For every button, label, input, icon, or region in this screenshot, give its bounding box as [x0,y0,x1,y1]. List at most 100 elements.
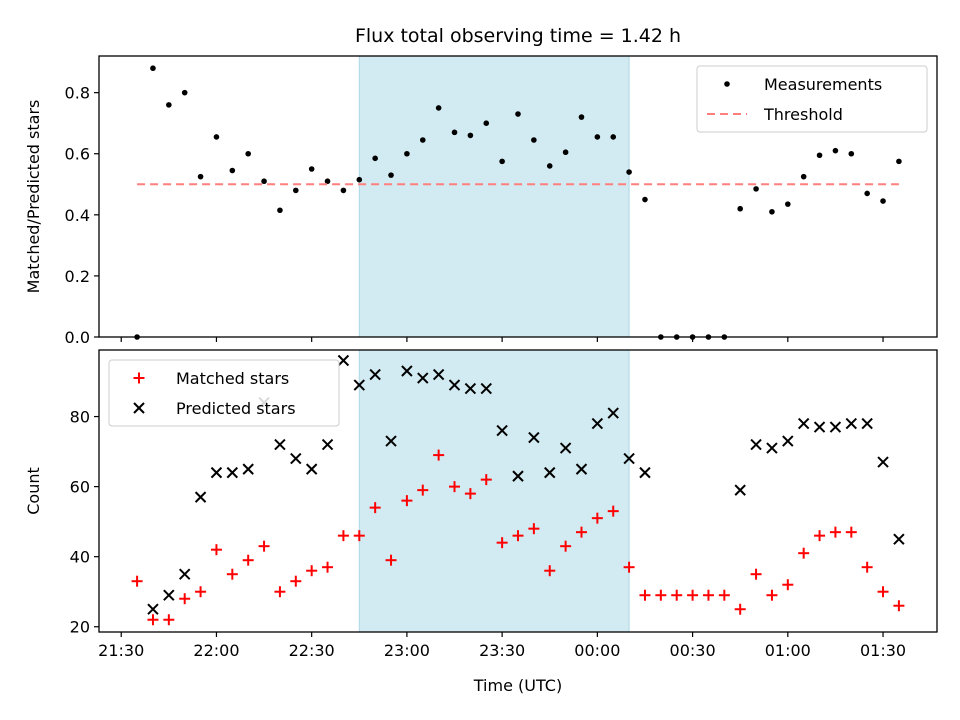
top-measurements-point [642,196,648,203]
top-measurements-point [245,150,251,157]
top-measurements-point [435,105,442,111]
x-tick-label: 00:30 [670,641,716,660]
top-measurements-point [308,166,315,172]
bottom-shaded-interval [358,349,630,633]
bottom-predicted-stars-point [321,438,334,451]
bottom-matched-stars-point [702,589,714,601]
top-y-tick-label: 0.4 [65,206,90,225]
bottom-matched-stars-point [496,537,508,549]
x-tick-label: 22:30 [289,641,335,660]
bottom-predicted-stars-point-b [559,442,572,454]
bottom-predicted-stars-point [512,470,524,482]
top-measurements-point [483,120,490,126]
bottom-predicted-stars-point [893,533,905,545]
bottom-predicted-stars-point [639,466,651,479]
bottom-matched-stars-point [734,603,746,615]
top-measurements-point [372,155,378,162]
top-y-tick-label: 0.6 [65,145,90,164]
bottom-predicted-stars-point [432,368,445,381]
bottom-predicted-stars-point-b [782,435,794,447]
bottom-panel: 20 40 60 80 21:30 22:00 22:30 23:00 23:30 00:00 00… [24,349,938,660]
bottom-predicted-stars-point [480,382,492,395]
top-measurements-point [356,176,363,183]
top-y-tick-label: 0.0 [65,328,90,347]
bottom-matched-stars-point [464,488,476,500]
top-legend-box [696,65,928,133]
bottom-axes-frame [98,349,938,633]
bottom-matched-stars-point [544,565,556,577]
top-measurements-point [197,173,204,180]
top-shaded-interval [358,55,630,338]
top-measurements-point [578,114,585,120]
bottom-predicted-stars-point [385,435,397,447]
bottom-predicted-stars-point [782,435,794,447]
bottom-y-tick-label: 20 [70,618,90,637]
bottom-y-axis-label: Count [24,467,43,515]
bottom-predicted-stars-point [401,365,413,377]
bottom-matched-stars-point [655,589,667,601]
x-tick-label: 23:30 [479,641,525,660]
top-measurements-point [388,172,394,178]
bottom-predicted-stars-point [813,421,826,433]
bottom-predicted-stars-point-b [147,603,159,615]
bottom-predicted-stars-point-b [163,589,175,601]
bottom-predicted-stars-point [845,417,858,430]
bottom-matched-stars-point [163,614,175,626]
bottom-predicted-stars-point [861,417,873,430]
top-legend-measurements-label: Measurements [764,75,882,94]
bottom-predicted-stars-point-b [448,379,461,391]
bottom-matched-stars-point [401,495,413,507]
top-measurements-point [404,150,410,157]
bottom-predicted-stars-point [496,424,508,437]
bottom-predicted-stars-point-b [591,417,604,430]
top-measurements-point [546,163,553,169]
top-measurements-point [769,208,775,215]
x-tick-label: 22:00 [193,641,239,660]
bottom-predicted-stars-point-b [528,431,540,444]
bottom-predicted-stars-point [210,466,223,479]
bottom-matched-stars-point [242,554,254,566]
bottom-predicted-stars-point [575,463,588,475]
bottom-matched-stars-point [195,586,207,598]
x-tick-label: 23:00 [384,641,430,660]
bottom-matched-stars-point [607,505,619,517]
bottom-matched-stars-point [687,589,699,601]
bottom-predicted-stars-point [290,452,302,465]
bottom-predicted-stars-point [607,407,619,419]
bottom-predicted-stars-point [226,466,239,479]
top-measurements-point [419,137,426,143]
bottom-predicted-stars-point [337,354,350,367]
top-legend: Measurements Threshold [696,65,928,133]
top-measurements-point [213,134,220,140]
bottom-predicted-stars-point [163,589,175,601]
bottom-matched-stars-point [274,586,286,598]
bottom-matched-stars-point [290,575,302,587]
bottom-predicted-stars-point-b [623,452,635,465]
bottom-matched-stars-point [575,526,587,538]
bottom-predicted-stars-point-b [401,365,413,377]
top-measurements-point [324,178,331,185]
bottom-predicted-stars-point-b [544,466,556,479]
bottom-y-tick-label: 40 [70,548,90,567]
top-measurements-point [816,152,823,159]
top-measurements-point [832,147,839,154]
bottom-matched-stars-point [147,614,159,626]
top-measurements-point [451,129,458,136]
bottom-matched-stars-point [782,579,794,591]
top-measurements-point [848,150,855,157]
bottom-predicted-stars-point-b [464,382,477,395]
bottom-predicted-stars-point [448,379,461,391]
bottom-legend-predicted-stars-marker [133,402,145,414]
bottom-predicted-stars-point [242,463,254,475]
bottom-predicted-stars-point-b [369,368,381,381]
bottom-predicted-stars-point-b [845,417,858,430]
top-y-axis-label: Matched/Predicted stars [24,100,43,294]
bottom-predicted-stars-point [829,421,842,433]
top-panel: 0.0 0.2 0.4 0.6 0.8 Matched/Predicted stars Me… [24,55,938,347]
bottom-predicted-stars-point-b [893,533,905,545]
bottom-predicted-stars-point [734,484,746,496]
bottom-predicted-stars-point [194,491,207,503]
top-axes-frame [98,55,938,338]
top-measurements-point [785,201,791,207]
bottom-predicted-stars-point [178,568,191,580]
